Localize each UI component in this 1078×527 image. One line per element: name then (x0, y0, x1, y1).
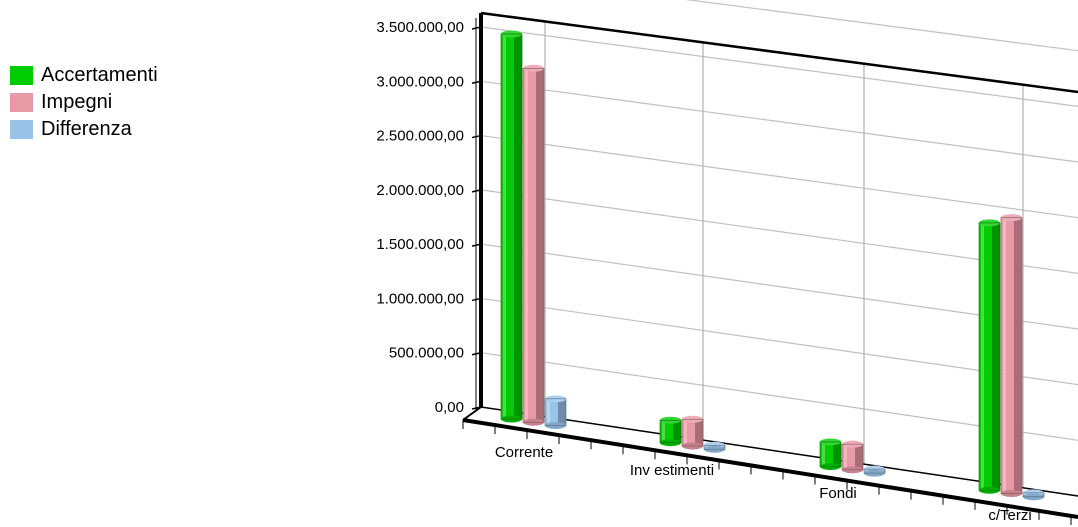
legend-item-differenza[interactable]: Differenza (10, 116, 158, 143)
bar-shade (514, 34, 522, 420)
back-wall-bottom-edge (480, 406, 1078, 497)
legend-swatch (10, 120, 33, 139)
bar-highlight (981, 222, 984, 491)
y-tick-mark (471, 26, 482, 30)
bar (500, 30, 523, 423)
y-tick-label: 3.500.000,00 (376, 19, 464, 36)
bar (522, 64, 545, 426)
bar-outline (659, 419, 682, 444)
bar (681, 415, 704, 450)
y-tick-mark (471, 134, 482, 139)
bar-shade (855, 444, 863, 470)
legend-label: Differenza (41, 118, 132, 140)
legend-label: Impegni (41, 91, 113, 113)
bar-shade (695, 419, 703, 446)
bar-shade (992, 222, 1000, 491)
gridline-horizontal (480, 189, 1078, 274)
bar-outline (500, 33, 523, 420)
bar (819, 438, 842, 471)
bar-outline (703, 444, 726, 450)
y-tick-mark (471, 351, 482, 356)
gridline-horizontal (480, 80, 1078, 163)
y-tick-mark (471, 189, 482, 193)
y-tick-label: 0,00 (435, 399, 464, 416)
bar (841, 440, 864, 474)
y-tick-mark (471, 80, 482, 85)
bar-outline (681, 418, 704, 447)
bar (1022, 489, 1045, 501)
bar-outline (841, 443, 864, 471)
bar (863, 465, 886, 477)
y-tick-label: 2.500.000,00 (376, 128, 464, 145)
bar-outline (544, 398, 567, 426)
bar-highlight (822, 441, 825, 467)
bar-highlight (844, 444, 847, 470)
legend-swatch (10, 66, 33, 85)
y-tick-mark (471, 297, 482, 302)
bar-outline (819, 441, 842, 467)
y-tick-label: 1.500.000,00 (376, 236, 464, 253)
grid-layer (480, 0, 1078, 497)
bar-highlight (503, 34, 506, 420)
bar (1000, 214, 1023, 498)
y-tick-label: 1.000.000,00 (376, 290, 464, 307)
bar-outline (522, 67, 545, 423)
x-category-label: Fondi (819, 485, 857, 502)
bar-shade (558, 398, 566, 426)
gridline-horizontal (480, 297, 1078, 386)
gridline-horizontal (480, 352, 1078, 441)
bar-shade (1014, 217, 1022, 494)
gridline-horizontal (480, 26, 1078, 107)
bar-shade (833, 441, 841, 467)
floor-left-edge (462, 406, 482, 421)
bar-highlight (547, 398, 550, 426)
bar-outline (1000, 217, 1023, 494)
legend-label: Accertamenti (41, 64, 158, 86)
bar-highlight (525, 68, 528, 423)
label-layer: 0,00 500.000,00 1.000.000,00 1.500.000,00 2.… (376, 19, 1031, 524)
bar (978, 219, 1001, 494)
bar (659, 416, 682, 447)
axis-layer (462, 11, 1078, 525)
y-tick-mark (471, 243, 482, 247)
bar-outline (1022, 492, 1045, 498)
legend-item-accertamenti[interactable]: Accertamenti (10, 62, 158, 89)
legend-swatch (10, 93, 33, 112)
bar-outline (863, 468, 886, 474)
y-tick-label: 500.000,00 (389, 345, 464, 362)
legend-item-impegni[interactable]: Impegni (10, 89, 158, 116)
x-category-label: Corrente (495, 444, 553, 461)
y-tick-mark (471, 406, 482, 410)
x-category-label: Inv estimenti (630, 462, 714, 479)
gridline-horizontal (480, 134, 1078, 219)
bar-layer (500, 30, 1045, 501)
bar-highlight (1003, 217, 1006, 494)
bar-shade (673, 420, 681, 443)
bar-highlight (662, 420, 665, 443)
x-category-label: c/Terzi (988, 507, 1031, 524)
y-tick-label: 2.000.000,00 (376, 182, 464, 199)
gridline-horizontal (480, 243, 1078, 330)
bar (544, 395, 567, 430)
bar-highlight (684, 419, 687, 446)
back-wall-top-edge (480, 11, 1078, 94)
gridline-horizontal (685, 0, 1078, 52)
bar-outline (978, 222, 1001, 491)
bar (703, 441, 726, 453)
chart-legend: Accertamenti Impegni Differenza (10, 62, 158, 143)
y-tick-label: 3.000.000,00 (376, 73, 464, 90)
bar-shade (536, 68, 544, 423)
